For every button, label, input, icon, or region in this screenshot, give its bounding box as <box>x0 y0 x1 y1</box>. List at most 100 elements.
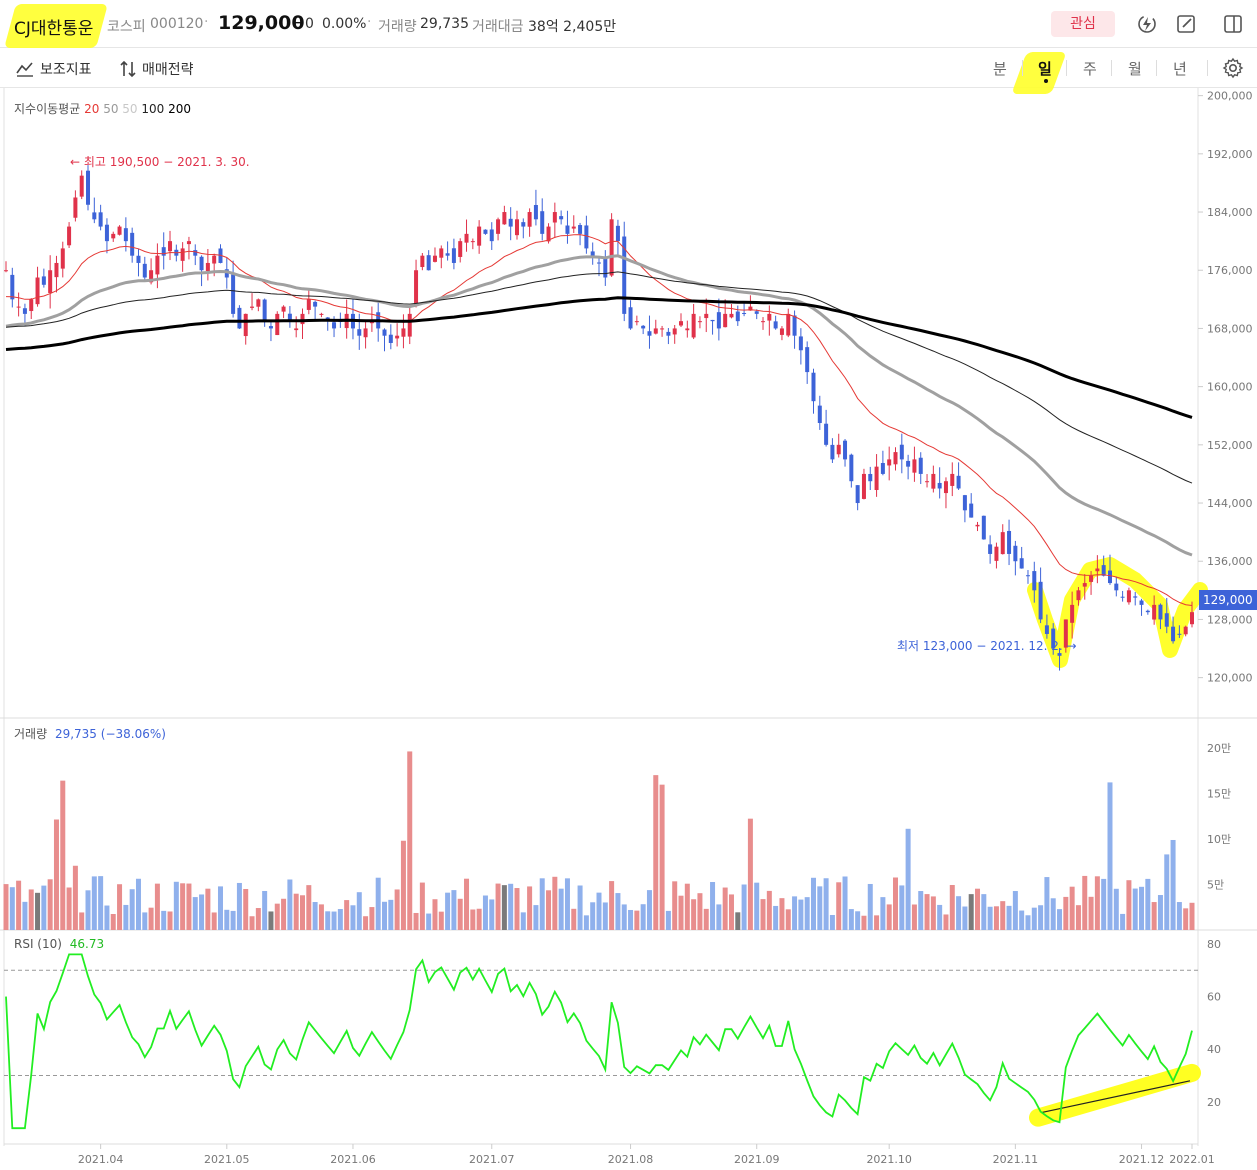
volume-bar <box>1025 915 1031 930</box>
volume-tick-label: 20만 <box>1207 742 1231 755</box>
market-label: 코스피 <box>107 19 146 35</box>
candle-body <box>798 336 803 351</box>
candle-body <box>477 226 482 246</box>
volume-bar <box>615 893 621 930</box>
volume-bar <box>855 911 861 930</box>
stock-name[interactable]: CJ대한통운 <box>14 19 94 39</box>
candle-body <box>294 328 299 331</box>
candle-body <box>716 312 721 329</box>
candle-body <box>136 255 141 263</box>
candle-body <box>729 313 734 318</box>
candle-body <box>1019 558 1024 569</box>
volume-bar <box>754 882 760 930</box>
favorite-button[interactable]: 관심 <box>1051 11 1115 37</box>
candle-body <box>672 328 677 335</box>
price-tick-label: 128,000 <box>1207 613 1253 626</box>
candle-body <box>1089 575 1094 582</box>
volume-bar <box>1145 878 1151 930</box>
candle-body <box>319 313 324 315</box>
volume-bar <box>22 901 28 930</box>
x-tick-label: 2021.09 <box>734 1153 780 1166</box>
volume-bar <box>937 904 943 930</box>
volume-bar <box>943 914 949 930</box>
candle-body <box>540 211 545 234</box>
candle-body <box>60 248 65 269</box>
price-tick-label: 168,000 <box>1207 322 1253 335</box>
strategy-button[interactable]: 매매전략 <box>120 59 194 79</box>
candle-body <box>1145 610 1150 613</box>
candle-body <box>458 241 463 257</box>
volume-bar <box>72 865 78 930</box>
volume-bar <box>1120 913 1126 930</box>
candle-body <box>22 308 27 314</box>
period-tab-minute[interactable]: 분 <box>993 60 1007 78</box>
volume-bar <box>1082 875 1088 930</box>
volume-bar <box>325 911 331 930</box>
volume-bar <box>400 840 406 930</box>
candle-body <box>1095 568 1100 572</box>
candle-body <box>10 274 15 300</box>
volume-bar <box>785 909 791 930</box>
lightning-icon[interactable] <box>1134 11 1160 37</box>
candle-body <box>565 225 570 234</box>
volume-bar <box>154 883 160 930</box>
volume-bar <box>766 890 772 930</box>
volume-legend: 거래량 29,735 (−38.06%) <box>14 725 166 742</box>
rsi-trend-line <box>1041 1080 1191 1113</box>
period-tab-month[interactable]: 월 <box>1128 60 1142 78</box>
candle-body <box>609 219 614 276</box>
volume-bar <box>1088 896 1094 930</box>
indicator-button[interactable]: 보조지표 <box>16 59 92 79</box>
ma-legend-200: 200 <box>168 102 192 116</box>
candle-body <box>723 313 728 328</box>
candle-body <box>899 444 904 460</box>
volume-title: 거래량 <box>14 727 48 741</box>
candle-body <box>445 253 450 256</box>
candle-body <box>79 175 84 197</box>
candle-body <box>149 270 154 283</box>
candle-body <box>382 329 387 336</box>
volume-bar <box>394 889 400 930</box>
candle-body <box>502 212 507 225</box>
candle-body <box>1013 545 1018 562</box>
volume-bar <box>148 907 154 930</box>
period-tab-day[interactable]: 일 <box>1038 60 1052 78</box>
indicator-label: 보조지표 <box>40 62 92 78</box>
change-percent: 0.00% <box>322 16 367 32</box>
candle-body <box>243 313 248 337</box>
candle-body <box>622 236 627 314</box>
stock-chart[interactable]: 200,000 192,000 184,000 176,000 168,000 160,0… <box>0 88 1257 1170</box>
candle-body <box>1063 619 1068 648</box>
candle-body <box>647 331 652 336</box>
candle-body <box>1177 633 1182 635</box>
candle-body <box>407 313 412 337</box>
candle-body <box>874 466 879 490</box>
settings-gear-icon[interactable] <box>1220 55 1246 81</box>
volume-bar <box>470 909 476 930</box>
volume-bar <box>1075 905 1081 930</box>
period-tab-year[interactable]: 년 <box>1173 60 1187 78</box>
x-tick-label: 2021.12 <box>1119 1153 1165 1166</box>
candle-body <box>546 226 551 242</box>
candle-body <box>357 329 362 336</box>
volume-bar <box>217 886 223 930</box>
edit-icon[interactable] <box>1173 11 1199 37</box>
candle-body <box>212 255 217 264</box>
period-tab-week[interactable]: 주 <box>1083 60 1097 78</box>
last-price-tag: 129,000 <box>1199 590 1257 610</box>
candle-body <box>1183 626 1188 635</box>
volume-bar <box>710 882 716 930</box>
rsi-tick-label: 40 <box>1207 1043 1221 1056</box>
layout-icon[interactable] <box>1220 11 1246 37</box>
volume-bar <box>741 884 747 930</box>
volume-bar <box>722 887 728 930</box>
volume-bar <box>211 912 217 930</box>
candle-body <box>584 225 589 249</box>
candle-body <box>300 313 305 325</box>
candle-body <box>123 228 128 242</box>
volume-bar <box>558 888 564 930</box>
candle-body <box>685 328 690 331</box>
candle-body <box>1000 532 1005 555</box>
price-tick-label: 176,000 <box>1207 264 1253 277</box>
volume-bar <box>432 899 438 930</box>
